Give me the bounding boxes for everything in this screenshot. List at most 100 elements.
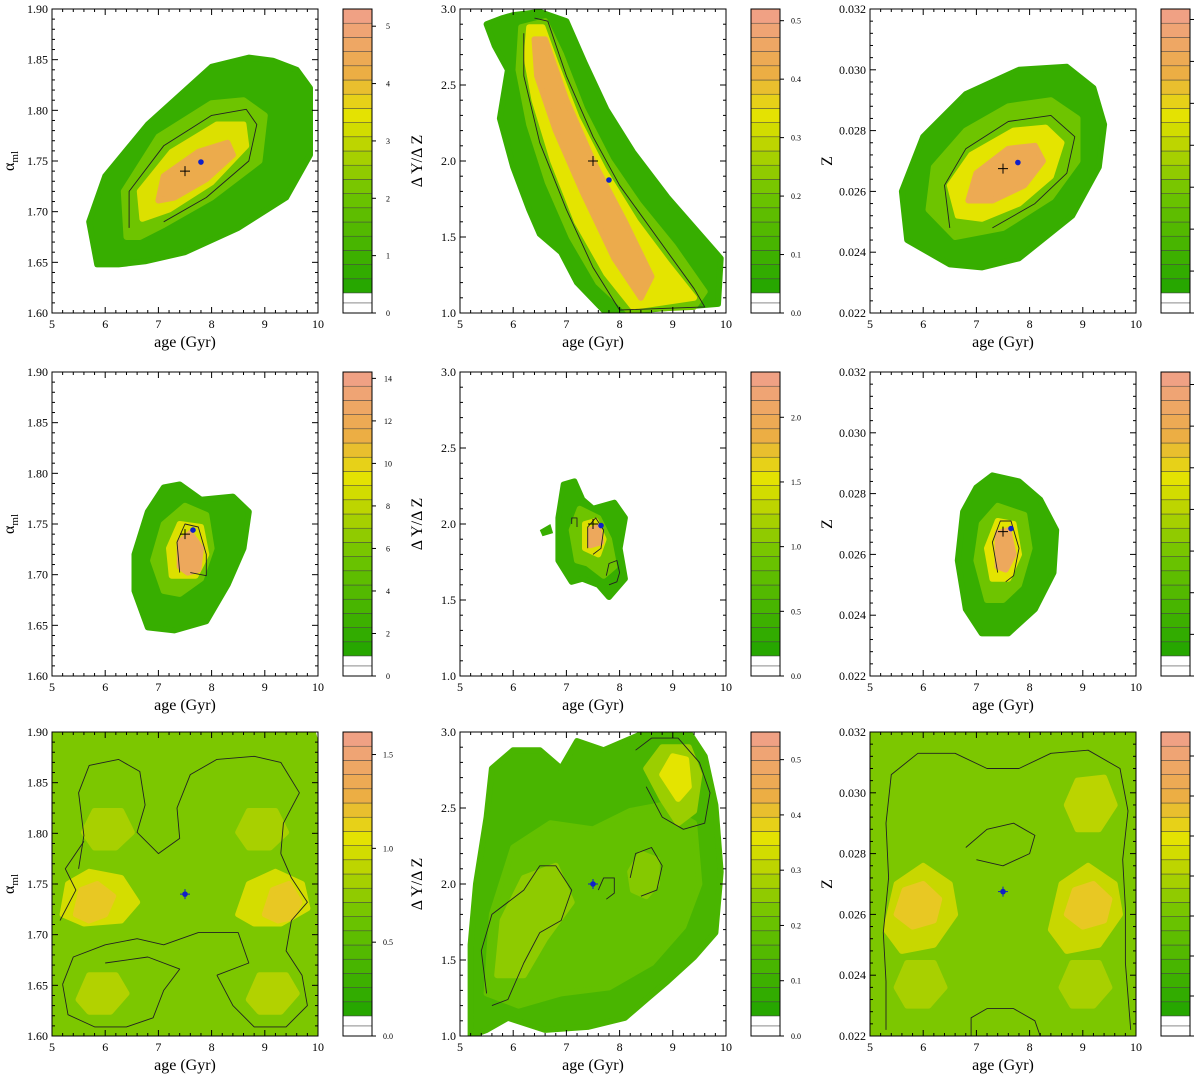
panel-r1c1-colorbar-bin [342,221,373,237]
panel-r3c1-colorbar-bin-empty [342,1025,373,1037]
panel-r3c2-colorbar-tick-label: 0.5 [791,756,801,765]
panel-r3c2-contour-line [480,865,573,1007]
panel-r2c3-xtick-label: 8 [1027,680,1033,694]
panel-r3c1-colorbar-bin [342,944,373,960]
panel-r1c1-colorbar-bin-empty [342,302,373,314]
panel-r1c2-colorbar-bin [750,207,781,223]
panel-r1c1-best-fit-point [198,159,204,165]
panel-r2c3-colorbar-frame [1160,371,1191,677]
panel-r1c1-colorbar-tick-label: 1 [386,252,390,261]
panel-r3c2-colorbar-bin [750,802,781,818]
panel-r1c2-ytick-label: 2.5 [441,78,456,92]
panel-r1c2-xtick-label: 10 [720,317,732,331]
panel-r2c3-colorbar-bin [1160,627,1191,643]
panel-r3c1-colorbar-bin [342,774,373,790]
panel-r1c2-colorbar-tick-label: 0.3 [791,134,801,143]
panel-r2c2-heatmap [539,478,628,600]
panel-r3c3: 5 6 7 8 9 10 0.022 0.024 0.026 0.028 0.030 0.032 age… [819,725,1194,1074]
panel-r3c1-colorbar-tick-label: 1.0 [383,844,393,853]
panel-r2c1-colorbar-tick-label: 12 [384,417,392,426]
panel-r1c1-colorbar-bin [342,164,373,180]
panel-r1c3-best-fit-point [1015,159,1021,166]
panel-r1c1-colorbar-bin [342,93,373,109]
panel-r1c3-colorbar-bin [1160,8,1191,24]
panel-r1c1-colorbar-bin-empty [342,292,373,304]
panel-r3c1-colorbar-bin [342,916,373,932]
panel-r2c3: 5 6 7 8 9 10 0.022 0.024 0.026 0.028 0.030 0.032 age… [819,365,1194,714]
panel-r2c2-xtick-label: 10 [720,680,732,694]
panel-r2c1-colorbar-tick-label: 0 [386,672,390,681]
panel-r1c1-y-axis-label-sub: ml [9,151,21,163]
panel-r2c1-colorbar-bin [342,556,373,572]
panel-r1c2-colorbar-bin [750,193,781,209]
panel-r3c2-xtick-label: 6 [510,1040,516,1054]
panel-r3c3-colorbar-bin [1160,845,1191,861]
panel-r2c1-colorbar-bin [342,414,373,430]
panel-r3c1-colorbar-bin [342,930,373,946]
panel-r1c1-ytick-label: 1.65 [27,255,48,269]
panel-r3c3-density-level [1063,774,1118,833]
panel-r3c1-colorbar-tick-label: 0.5 [383,938,393,947]
panel-r3c1-contour-line [216,853,308,1028]
panel-r3c3-colorbar-bin [1160,831,1191,846]
panel-r3c1-ytick-label: 1.70 [27,928,48,942]
panel-r3c2-colorbar-bin [750,930,781,946]
panel-r2c3-xtick-label: 10 [1130,680,1142,694]
panel-r2c2-colorbar-bin [750,627,781,643]
panel-r2c3-ytick-label: 0.022 [839,669,866,683]
panel-r2c1-ytick-label: 1.85 [27,416,48,430]
panel-r3c3-density-level [893,881,943,930]
panel-r2c1-ytick-label: 1.90 [27,365,48,379]
panel-r2c3-xtick-label: 6 [920,680,926,694]
panel-r2c1-colorbar-bin [342,542,373,557]
panel-r1c2-colorbar-bin [750,278,781,294]
panel-r3c2-colorbar-bin [750,745,781,761]
panel-r2c2-true-value-marker [588,519,598,529]
panel-r1c1-colorbar-tick-label: 3 [386,137,390,146]
panel-r1c1-y-axis-label: αml [1,151,21,171]
panel-r3c1-contour-line [78,755,300,869]
panel-r2c1-colorbar-bin [342,598,373,614]
panel-r3c2-contour-line [629,847,663,897]
panel-r3c2-colorbar: 0.0 0.1 0.2 0.3 0.4 0.5 [750,731,801,1041]
panel-r2c2-colorbar-bin [750,527,781,543]
panel-r1c1-colorbar-tick-label: 2 [386,194,390,203]
panel-r1c3-ytick-label: 0.022 [839,306,866,320]
panel-r2c2-colorbar-tick-label: 1.5 [791,478,801,487]
panel-r3c2-xtick-label: 9 [670,1040,676,1054]
panel-r1c3-colorbar-bin [1160,164,1191,180]
panel-r3c1-colorbar-bin [342,731,373,747]
panel-r2c3-colorbar-bin [1160,542,1191,557]
panel-r2c2-contour-line [571,517,578,527]
panel-r2c1-colorbar-tick-label: 6 [386,544,390,553]
panel-r3c2-colorbar-bin [750,1001,781,1017]
panel-r2c2-colorbar-bin-empty [750,665,781,677]
panel-r3c2-density-level [494,862,575,979]
panel-r2c1-colorbar-bin [342,627,373,643]
panel-r2c1-colorbar-tick-label: 2 [386,629,390,638]
panel-r3c3-colorbar-bin [1160,802,1191,818]
panel-r2c1-colorbar-bin [342,456,373,472]
panel-r2c1-colorbar-bin [342,471,373,486]
panel-r1c1-colorbar-bin [342,278,373,294]
panel-r3c2-colorbar-bin [750,859,781,875]
panel-r1c3: 5 6 7 8 9 10 0.022 0.024 0.026 0.028 0.030 0.032 age… [819,2,1194,351]
panel-r3c2-xtick-label: 8 [617,1040,623,1054]
panel-r1c3-colorbar: 020406080100120140 [1160,8,1194,314]
panel-r2c3-colorbar-bin [1160,485,1191,501]
panel-r3c3-ytick-label: 0.032 [839,725,866,739]
panel-r1c1-xtick-label: 5 [49,317,55,331]
panel-r3c2-colorbar-bin [750,887,781,903]
panel-r1c2-colorbar-bin [750,8,781,24]
panel-r3c3-xtick-label: 7 [973,1040,979,1054]
panel-r2c2-colorbar-bin [750,400,781,415]
panel-r2c1-colorbar-bin [342,584,373,600]
panel-r2c1-colorbar-tick-label: 8 [386,502,390,511]
panel-r3c2-y-axis-label: Δ Y/Δ Z [409,858,426,911]
panel-r1c2-colorbar-bin [750,122,781,138]
panel-r2c1-ytick-label: 1.75 [27,517,48,531]
panel-r3c2-ytick-label: 1.0 [441,1029,456,1043]
panel-r3c2-colorbar-bin-empty [750,1025,781,1037]
panel-r3c3-xtick-label: 9 [1080,1040,1086,1054]
panel-r2c3-colorbar-bin [1160,513,1191,529]
